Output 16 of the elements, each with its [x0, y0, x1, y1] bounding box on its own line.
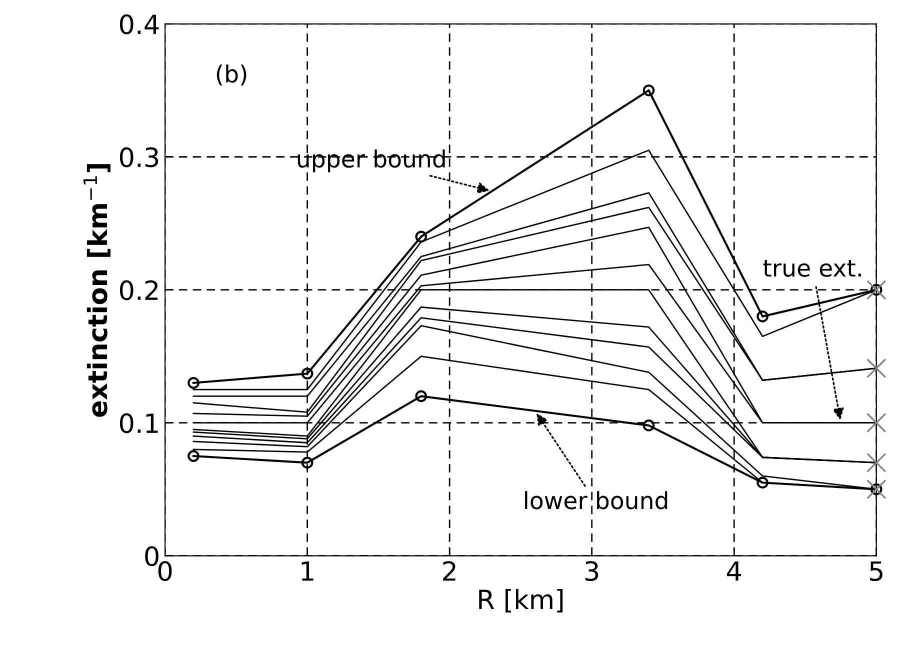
annotation: true ext. [763, 260, 861, 277]
y-tick-label: 0 [145, 546, 158, 566]
x-tick-label: 4 [727, 561, 742, 581]
x-axis-title: R [km] [479, 588, 563, 612]
y-axis-title: extinction [km$^{−1}$] [83, 164, 110, 417]
x-tick-label: 3 [585, 561, 598, 582]
y-tick-label: 0.1 [120, 413, 158, 434]
annotation: (b) [216, 64, 246, 86]
y-tick-label: 0.3 [120, 147, 158, 168]
x-tick-label: 0 [158, 561, 172, 582]
y-tick-label: 0.4 [120, 14, 159, 34]
x-tick-label: 2 [443, 561, 456, 581]
x-tick-label: 1 [302, 561, 314, 581]
x-tick-label: 5 [870, 561, 882, 582]
annotation: lower bound [525, 491, 668, 510]
y-tick-label: 0.2 [120, 280, 158, 300]
